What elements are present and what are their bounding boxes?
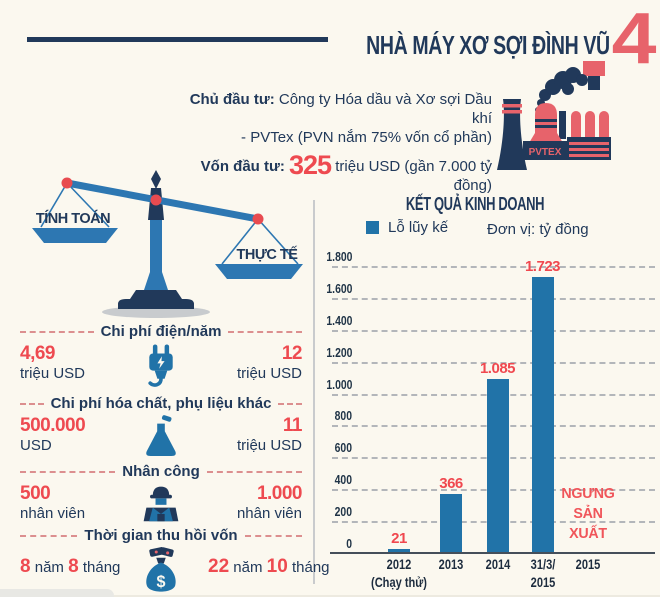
header-rule: [27, 37, 328, 42]
page-title: NHÀ MÁY XƠ SỢI ĐÌNH VŨ: [366, 30, 610, 60]
money-bag-icon: $: [146, 547, 176, 592]
dash-line: [206, 470, 302, 473]
bar: [531, 277, 554, 552]
investor-line-2: - PVTex (PVN nắm 75% vốn cổ phần): [241, 129, 492, 146]
left-pan: [32, 228, 118, 243]
x-axis-category-label: 2012: [386, 557, 412, 572]
bar-value-label: 1.723: [524, 258, 561, 276]
comparison-row: 500 nhân viên 1.000 nhân viên: [20, 483, 303, 522]
y-axis-tick-label: 0: [346, 536, 352, 551]
gridline: [332, 329, 655, 332]
section-header-payback: Thời gian thu hồi vốn: [20, 527, 302, 544]
y-axis-tick-label: 1.600: [326, 280, 353, 296]
bar: [388, 548, 410, 552]
capital-line: Vốn đầu tư: 325 triệu USD (gần 7.000 tỷ …: [200, 150, 492, 195]
bar-value-label: 21: [391, 529, 407, 547]
flask-icon: [146, 415, 176, 457]
section-header-electricity: Chi phí điện/năm: [20, 323, 302, 340]
y-axis-tick-label: 400: [334, 472, 352, 488]
chart-plot: 0 200 400 600 800 1.000 1.200 1.400 1.600 1.800 21…: [320, 190, 660, 597]
dash-line: [20, 534, 78, 537]
gridline: [332, 266, 655, 268]
chemicals-actual-value: 11: [282, 415, 303, 436]
business-results-chart: KẾT QUẢ KINH DOANH Lỗ lũy kế Đơn vị: tỷ …: [320, 190, 660, 597]
chart-title: KẾT QUẢ KINH DOANH: [405, 194, 545, 214]
y-axis-tick-label: 1.400: [326, 312, 353, 328]
dash-line: [244, 534, 302, 537]
plug-icon: [148, 344, 173, 387]
production-halt-note: NGƯNG SẢN XUẤT: [561, 485, 615, 542]
capital-value: 325: [289, 150, 332, 180]
section-header-labor: Nhân công: [20, 463, 302, 480]
chart-legend: Lỗ lũy kế: [366, 219, 448, 236]
labor-actual-value: 1.000: [256, 483, 303, 504]
y-axis-tick-label: 1.000: [326, 376, 353, 392]
x-axis-category-label: 2015: [530, 575, 555, 590]
x-axis-category-label: 2015: [575, 557, 601, 572]
y-axis-tick-label: 600: [334, 440, 352, 456]
y-axis-tick-label: 1.800: [326, 249, 353, 264]
y-axis-tick-label: 800: [334, 408, 352, 424]
comparison-stats: Chi phí điện/năm 4,69 triệu USD 12: [20, 319, 330, 597]
x-axis-category-label: 2014: [485, 557, 510, 572]
factory-logo-text: PVTEX: [529, 147, 562, 158]
bar: [486, 379, 509, 552]
investor-line-1: Chủ đầu tư: Công ty Hóa dầu và Xơ sợi Dầ…: [189, 91, 492, 127]
dash-line: [20, 470, 116, 473]
labor-planned-value: 500: [20, 483, 51, 504]
scale-left-label: TÍNH TOÁN: [36, 210, 110, 227]
pan-strings: [40, 182, 299, 265]
x-axis-category-label: (Chạy thử): [371, 575, 427, 590]
y-axis-tick-label: 200: [334, 504, 352, 520]
factory-icon: PVTEX: [497, 61, 611, 170]
electricity-planned-value: 4,69: [20, 343, 55, 364]
legend-label: Lỗ lũy kế: [388, 219, 449, 236]
dash-line: [20, 402, 44, 405]
chemicals-planned-value: 500.000: [20, 415, 86, 436]
x-axis-line: [330, 552, 655, 554]
investor-block: Chủ đầu tư: Công ty Hóa dầu và Xơ sợi Dầ…: [182, 90, 492, 195]
payback-planned-value: 8 năm 8 tháng: [20, 556, 121, 577]
comparison-row: 4,69 triệu USD 12 triệu USD: [20, 343, 303, 391]
vertical-divider: [313, 200, 315, 584]
capital-label: Vốn đầu tư:: [200, 158, 285, 175]
bar-value-label: 1.085: [479, 360, 516, 377]
comparison-row: 8 năm 8 tháng $ 22 năm 10 tháng: [20, 547, 330, 595]
dash-line: [20, 330, 94, 333]
gridline: [332, 297, 655, 300]
beam: [63, 179, 262, 223]
x-axis-category-label: 2013: [438, 557, 464, 572]
electricity-actual-value: 12: [281, 343, 303, 364]
dash-line: [278, 402, 303, 405]
investor-label: Chủ đầu tư:: [189, 91, 275, 108]
legend-swatch: [366, 221, 379, 234]
scale-right-label: THỰC TẾ: [237, 246, 299, 263]
dash-line: [228, 330, 302, 333]
bar: [440, 493, 462, 552]
bottom-tab: [0, 589, 114, 597]
bar-value-label: 366: [439, 474, 463, 492]
comparison-row: 500.000 USD 11 triệu USD: [20, 415, 303, 459]
right-pan: [215, 264, 303, 279]
x-axis-category-label: 31/3/: [530, 557, 555, 572]
balance-scale-illustration: TÍNH TOÁN THỰC TẾ: [32, 170, 303, 318]
smoke-icon: [535, 67, 588, 113]
chart-unit-note: Đơn vị: tỷ đồng: [487, 221, 589, 238]
bottom-edge: [114, 595, 660, 597]
header: NHÀ MÁY XƠ SỢI ĐÌNH VŨ 4: [320, 0, 657, 79]
y-axis-tick-label: 1.200: [326, 344, 353, 360]
gridline: [332, 361, 655, 364]
worker-icon: [143, 486, 179, 522]
factory-number: 4: [611, 0, 657, 79]
payback-actual-value: 22 năm 10 tháng: [208, 556, 330, 577]
svg-text:$: $: [157, 573, 166, 591]
section-header-chemicals: Chi phí hóa chất, phụ liệu khác: [20, 395, 303, 412]
